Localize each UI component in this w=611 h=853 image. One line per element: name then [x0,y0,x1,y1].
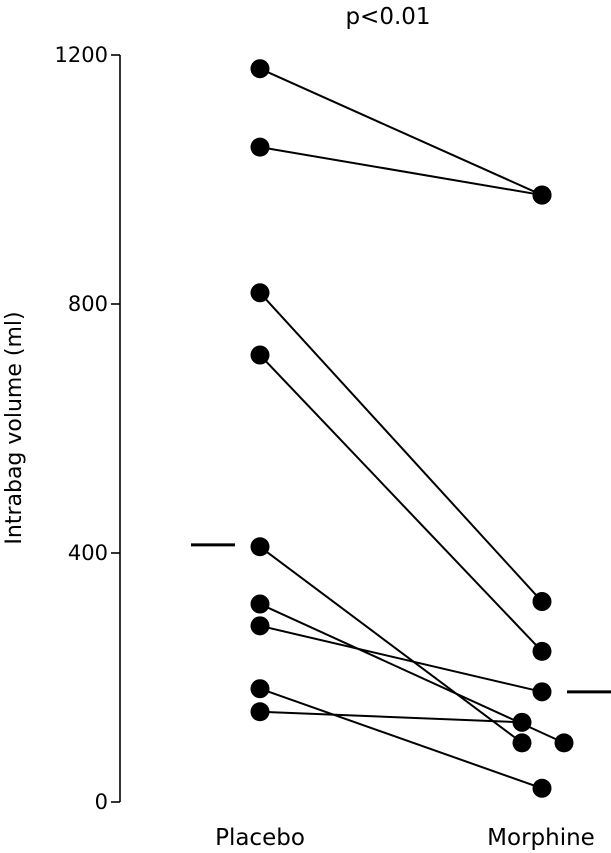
data-points [250,59,574,798]
category-label-morphine: Morphine [487,825,595,851]
morphine-point [532,682,552,702]
placebo-point [250,345,270,365]
paired-line [259,292,543,603]
placebo-point [250,537,270,557]
paired-line [259,354,543,653]
median-markers [191,543,611,694]
placebo-point [250,702,270,722]
paired-line [259,67,543,196]
y-axis: 0 400 800 1200 [55,43,121,814]
y-tick-label: 800 [68,292,108,316]
morphine-point [512,733,532,753]
paired-lines [259,67,565,790]
placebo-point [250,616,270,636]
morphine-point [532,778,552,798]
placebo-point [250,283,270,303]
morphine-point [554,733,574,753]
y-tick-label: 1200 [55,43,108,67]
p-value-annotation: p<0.01 [345,4,430,30]
morphine-point [532,592,552,612]
y-axis-title: Intrabag volume (ml) [2,311,27,544]
placebo-point [250,137,270,157]
placebo-point [250,679,270,699]
morphine-point [512,712,532,732]
paired-line [259,687,543,790]
placebo-point [250,59,270,79]
paired-line [259,146,543,197]
y-tick-label: 400 [68,541,108,565]
paired-line [259,624,543,693]
category-label-placebo: Placebo [215,825,305,851]
placebo-point [250,594,270,614]
y-tick-label: 0 [95,790,108,814]
morphine-point [532,185,552,205]
morphine-point [532,641,552,661]
paired-line [259,545,523,744]
paired-line [259,710,523,724]
